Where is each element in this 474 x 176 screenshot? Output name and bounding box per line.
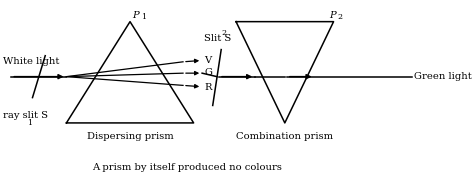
Text: ray slit S: ray slit S <box>3 111 48 120</box>
Text: P: P <box>329 11 336 20</box>
Text: R: R <box>204 83 212 92</box>
Text: 1: 1 <box>141 13 146 21</box>
Text: A prism by itself produced no colours: A prism by itself produced no colours <box>92 163 282 172</box>
Text: 2: 2 <box>221 29 226 37</box>
Text: 2: 2 <box>338 13 343 21</box>
Text: 1: 1 <box>27 119 33 127</box>
Text: Green light: Green light <box>414 72 472 81</box>
Text: G: G <box>204 68 212 77</box>
Text: Slit S: Slit S <box>204 34 231 43</box>
Text: P: P <box>132 11 139 20</box>
Text: Dispersing prism: Dispersing prism <box>87 132 173 141</box>
Text: V: V <box>204 56 211 65</box>
Text: White light: White light <box>3 57 59 66</box>
Text: Combination prism: Combination prism <box>236 132 333 141</box>
